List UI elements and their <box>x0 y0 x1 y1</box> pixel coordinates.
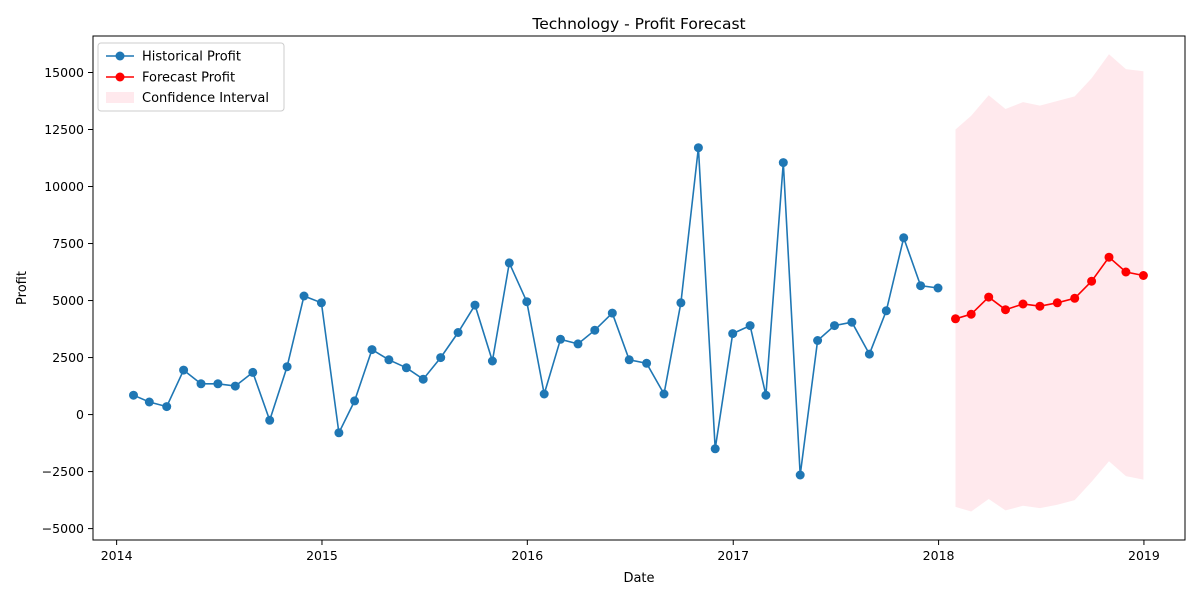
historical-profit-line <box>133 147 939 476</box>
historical-point <box>162 402 172 412</box>
forecast-point <box>1070 293 1080 303</box>
forecast-point <box>1035 301 1045 311</box>
historical-point <box>265 415 275 425</box>
historical-point <box>795 470 805 480</box>
historical-point <box>230 381 240 391</box>
legend-confidence-label: Confidence Interval <box>142 91 269 106</box>
historical-point <box>693 143 703 153</box>
y-tick-label: 0 <box>76 407 84 422</box>
x-tick-label: 2016 <box>511 548 543 563</box>
plot-frame <box>92 35 1186 541</box>
historical-point <box>745 321 755 331</box>
historical-point <box>299 291 309 301</box>
historical-point <box>418 374 428 384</box>
historical-point <box>778 158 788 168</box>
historical-point <box>367 345 377 355</box>
forecast-point <box>951 314 960 324</box>
historical-point <box>522 297 532 307</box>
historical-point <box>916 281 926 291</box>
historical-point <box>213 379 223 389</box>
historical-point <box>847 317 857 327</box>
y-tick-label: 15000 <box>44 65 84 80</box>
historical-point <box>642 358 652 368</box>
historical-point <box>453 328 463 337</box>
historical-point <box>282 362 292 372</box>
forecast-point <box>1001 305 1010 315</box>
historical-point <box>830 321 839 331</box>
legend-forecast-label: Forecast Profit <box>142 71 235 86</box>
historical-point <box>659 389 669 399</box>
historical-profit-series <box>129 143 943 480</box>
y-tick-label: 2500 <box>52 350 84 365</box>
historical-point <box>881 306 891 316</box>
historical-point <box>556 334 565 344</box>
legend-confidence-swatch <box>106 92 134 103</box>
historical-point <box>607 308 617 318</box>
y-tick-label: 7500 <box>52 236 84 251</box>
legend-forecast-marker <box>115 72 125 82</box>
legend: Historical Profit Forecast Profit Confid… <box>97 42 285 112</box>
x-tick-label: 2019 <box>1128 548 1160 563</box>
legend-historical-label: Historical Profit <box>142 50 241 65</box>
y-tick-label: 12500 <box>44 122 84 137</box>
historical-point <box>196 379 206 389</box>
historical-point <box>248 367 258 377</box>
y-axis-title: Profit <box>15 271 30 305</box>
forecast-point <box>1018 299 1028 309</box>
historical-point <box>401 363 411 373</box>
series-layer <box>129 143 1148 480</box>
historical-point <box>350 396 360 406</box>
historical-point <box>487 356 497 366</box>
historical-point <box>899 233 909 243</box>
x-tick-label: 2015 <box>306 548 338 563</box>
historical-point <box>539 389 549 399</box>
x-axis-ticks: 2014 2015 2016 2017 2018 2019 <box>101 540 1160 563</box>
y-tick-label: 5000 <box>52 293 84 308</box>
y-tick-label: −2500 <box>42 464 84 479</box>
forecast-point <box>984 292 994 302</box>
forecast-point <box>1087 276 1097 286</box>
historical-point <box>590 325 600 335</box>
forecast-point <box>1121 267 1131 277</box>
x-tick-label: 2014 <box>101 548 133 563</box>
historical-point <box>933 283 943 293</box>
forecast-point <box>966 309 976 319</box>
historical-point <box>436 353 446 363</box>
historical-point <box>504 258 514 268</box>
x-tick-label: 2017 <box>717 548 749 563</box>
forecast-point <box>1138 271 1148 280</box>
historical-point <box>624 355 634 365</box>
legend-historical-marker <box>115 51 125 61</box>
historical-point <box>728 329 738 339</box>
y-tick-label: −5000 <box>42 521 84 536</box>
historical-point <box>334 428 344 438</box>
forecast-profit-series <box>951 252 1148 324</box>
historical-point <box>144 397 154 407</box>
legend-box <box>97 42 285 112</box>
historical-point <box>710 444 720 454</box>
confidence-interval-layer <box>955 54 1144 512</box>
historical-point <box>813 336 823 345</box>
y-tick-label: 10000 <box>44 179 84 194</box>
x-axis-title: Date <box>623 571 654 586</box>
historical-point <box>676 298 686 308</box>
x-tick-label: 2018 <box>923 548 955 563</box>
y-axis-ticks: −5000 −2500 0 2500 5000 7500 10000 12500 15000 <box>42 65 93 536</box>
forecast-point <box>1052 298 1062 308</box>
historical-point <box>384 355 394 365</box>
historical-point <box>316 298 326 308</box>
historical-point <box>761 390 771 400</box>
historical-point <box>470 300 480 310</box>
chart-title: Technology - Profit Forecast <box>531 15 745 33</box>
historical-point <box>129 390 138 400</box>
historical-point <box>573 339 583 349</box>
historical-point <box>864 349 874 359</box>
forecast-point <box>1104 252 1114 262</box>
confidence-interval-band <box>955 54 1144 512</box>
historical-point <box>179 365 189 375</box>
